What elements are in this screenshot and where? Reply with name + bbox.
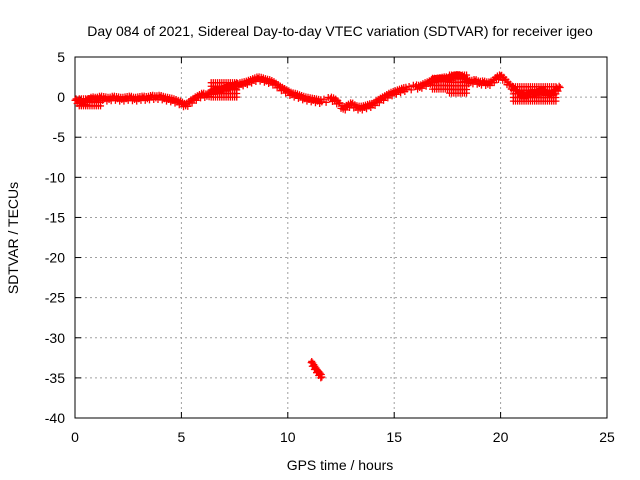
x-tick-label: 25 — [599, 429, 615, 445]
y-tick-label: -20 — [45, 250, 65, 266]
y-tick-label: -25 — [45, 290, 65, 306]
y-tick-label: -30 — [45, 330, 65, 346]
y-tick-label: -5 — [53, 129, 66, 145]
x-tick-label: 0 — [71, 429, 79, 445]
y-tick-label: 5 — [57, 49, 65, 65]
x-tick-label: 10 — [280, 429, 296, 445]
x-tick-labels: 0 5 10 15 20 25 — [71, 429, 615, 445]
y-tick-labels: 5 0 -5 -10 -15 -20 -25 -30 -35 -40 — [45, 49, 65, 426]
data-points — [72, 71, 564, 381]
sdtvar-chart: Day 084 of 2021, Sidereal Day-to-day VTE… — [0, 0, 640, 480]
chart-title: Day 084 of 2021, Sidereal Day-to-day VTE… — [87, 23, 593, 39]
x-axis-label: GPS time / hours — [287, 457, 394, 473]
y-tick-label: -10 — [45, 169, 65, 185]
y-tick-label: -15 — [45, 209, 65, 225]
y-tick-label: -35 — [45, 370, 65, 386]
x-tick-label: 5 — [178, 429, 186, 445]
y-axis-label: SDTVAR / TECUs — [5, 182, 21, 294]
x-tick-label: 15 — [386, 429, 402, 445]
y-tick-label: 0 — [57, 89, 65, 105]
y-tick-label: -40 — [45, 410, 65, 426]
x-tick-label: 20 — [493, 429, 509, 445]
